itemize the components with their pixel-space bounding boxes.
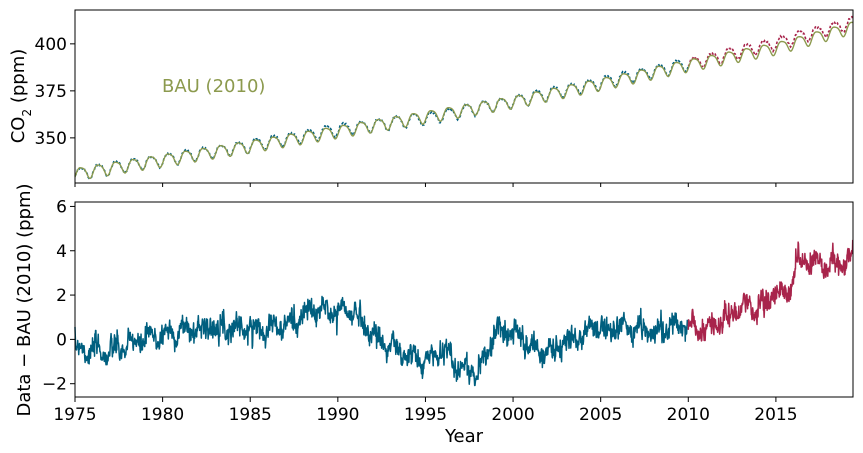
top-series-line-2 <box>74 21 853 180</box>
top-y-tick-label: 350 <box>35 129 67 149</box>
bottom-y-tick-label: 2 <box>56 286 67 306</box>
bottom-panel: −2 0 2 4 6 1975 1980 1985 1990 1995 2000 2005 2010 2… <box>14 183 854 447</box>
bottom-x-tick-label: 2015 <box>754 405 797 425</box>
bottom-series-line-1 <box>687 239 854 342</box>
top-y-axis-title-unit: (ppm) <box>8 49 29 109</box>
top-series-group <box>74 15 854 180</box>
bottom-x-tick-label: 1975 <box>53 405 96 425</box>
bottom-x-tick-label: 2000 <box>491 405 534 425</box>
top-plot-frame <box>74 9 854 184</box>
top-y-axis-title: CO2 (ppm) <box>8 49 34 144</box>
bottom-x-tick-label: 2005 <box>579 405 622 425</box>
bottom-x-tick-label: 1990 <box>316 405 359 425</box>
bau-annotation: BAU (2010) <box>162 76 265 97</box>
bottom-x-tick-label: 1980 <box>141 405 184 425</box>
top-y-axis-title-subscript: 2 <box>20 109 34 117</box>
bottom-x-ticks: 1975 1980 1985 1990 1995 2000 2005 2010 2015 <box>53 397 798 425</box>
bottom-plot-frame <box>74 201 854 398</box>
bottom-series-group <box>74 239 854 387</box>
top-y-ticks: 350 375 400 <box>35 35 75 149</box>
bottom-y-tick-label: 0 <box>56 330 67 350</box>
top-series-line-1 <box>687 15 854 69</box>
bottom-y-tick-label: −2 <box>42 375 67 395</box>
bottom-y-tick-label: 6 <box>56 197 67 217</box>
top-y-tick-label: 375 <box>35 82 67 102</box>
top-plot-background <box>75 10 853 183</box>
bottom-y-axis-title: Data − BAU (2010) (ppm) <box>14 183 35 416</box>
bottom-y-tick-label: 4 <box>56 242 67 262</box>
bottom-y-ticks: −2 0 2 4 6 <box>42 197 75 395</box>
bottom-x-tick-label: 1995 <box>404 405 447 425</box>
bottom-x-tick-label: 1985 <box>229 405 272 425</box>
top-x-ticks <box>74 183 777 187</box>
top-panel: 350 375 400 BAU (2010) CO2 (ppm) <box>8 9 854 187</box>
top-y-tick-label: 400 <box>35 35 67 55</box>
bottom-series-line-0 <box>74 295 690 387</box>
top-y-axis-title-main: CO <box>8 117 29 144</box>
bottom-x-tick-label: 2010 <box>667 405 710 425</box>
bottom-x-axis-title: Year <box>444 426 484 447</box>
